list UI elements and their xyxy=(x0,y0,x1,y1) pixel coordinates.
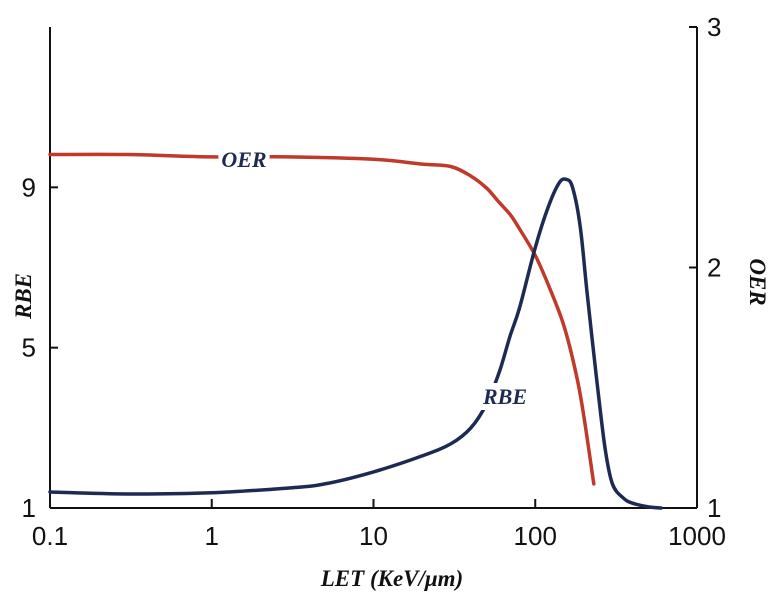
rbe-curve-label: RBE xyxy=(482,384,527,409)
x-tick-label: 100 xyxy=(514,521,557,551)
y2-tick-label: 1 xyxy=(707,493,721,523)
series-layer xyxy=(48,152,663,510)
y-tick-label: 9 xyxy=(22,172,36,202)
y-tick-label: 1 xyxy=(22,493,36,523)
oer-curve-label: OER xyxy=(221,147,266,172)
rbe-series-line xyxy=(48,177,663,510)
x-tick-label: 1000 xyxy=(668,521,726,551)
oer-curve-label-background xyxy=(218,146,270,173)
x-axis-title: LET (KeV/μm) xyxy=(320,566,463,591)
x-tick-label: 10 xyxy=(359,521,388,551)
y2-axis-title: OER xyxy=(745,258,770,305)
labels-layer: LET (KeV/μm) RBE OER OER RBE xyxy=(11,146,770,591)
x-tick-label: 1 xyxy=(205,521,219,551)
rbe-curve-label-background xyxy=(478,383,531,410)
y2-tick-label: 3 xyxy=(707,12,721,42)
x-tick-label: 0.1 xyxy=(32,521,68,551)
y-tick-label: 5 xyxy=(22,333,36,363)
y2-tick-label: 2 xyxy=(707,253,721,283)
y-axis-title: RBE xyxy=(11,273,36,320)
oer-series-line xyxy=(48,152,596,486)
